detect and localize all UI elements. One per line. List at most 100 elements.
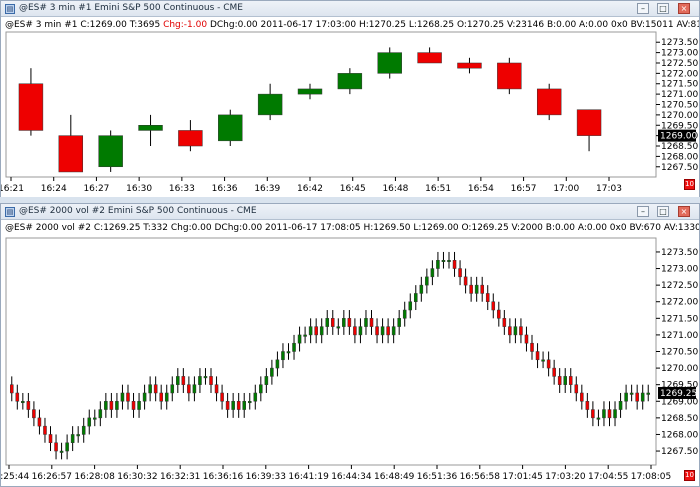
candle-up (21, 401, 25, 404)
candle-down (187, 384, 191, 394)
y-tick-label: 1267.50 (661, 447, 698, 457)
chart-app-icon: ▤ (5, 207, 15, 217)
candle-up (358, 326, 363, 336)
candle-up (231, 401, 235, 410)
candle-up (297, 334, 302, 344)
candle-up (292, 342, 296, 352)
candle-down (524, 334, 529, 344)
candle-down (15, 392, 20, 402)
x-tick-label: 16:36 (212, 184, 238, 194)
candle-up (253, 392, 258, 402)
candle-up (474, 284, 479, 294)
candle-up (419, 284, 424, 294)
window-title: @ES# 2000 vol #2 Emini S&P 500 Continuou… (19, 206, 257, 216)
candle-up (81, 425, 86, 435)
candle-up (281, 351, 285, 361)
candle-up (247, 401, 252, 404)
close-button[interactable]: × (678, 206, 690, 217)
candle-up (430, 268, 435, 278)
candle-up (286, 351, 291, 354)
candle-up (297, 88, 323, 95)
candle-down (580, 392, 584, 402)
candle-up (624, 392, 628, 402)
candle-down (153, 384, 158, 394)
last-price-marker (658, 386, 696, 399)
candle-up (270, 367, 274, 377)
candle-down (568, 376, 573, 385)
candle-down (236, 401, 241, 410)
candle-up (142, 392, 147, 402)
y-tick-label: 1267.50 (661, 163, 698, 173)
candle-down (225, 401, 230, 410)
candle-down (32, 409, 36, 419)
badge-icon[interactable]: 10 (684, 179, 695, 190)
candle-up (192, 384, 197, 394)
candle-up (303, 334, 307, 337)
candlestick-chart-3min[interactable]: @ES# 3 min #1 C:1269.00 T:3695 Chg:-1.00… (1, 17, 699, 197)
y-tick-label: 1271.00 (661, 331, 698, 341)
x-tick-label: 16:51 (425, 184, 451, 194)
y-tick-label: 1271.00 (661, 90, 698, 100)
candle-up (397, 318, 401, 327)
candle-up (257, 93, 283, 116)
candle-up (337, 73, 363, 90)
candle-up (377, 52, 402, 74)
chart-window-3min: ▤ @ES# 3 min #1 Emini S&P 500 Continuous… (0, 0, 700, 197)
maximize-button[interactable]: □ (657, 3, 669, 14)
close-button[interactable]: × (678, 3, 690, 14)
candle-down (375, 326, 379, 336)
candle-down (585, 401, 590, 410)
y-tick-label: 1268.00 (661, 430, 698, 440)
minimize-button[interactable]: – (637, 3, 649, 14)
candle-down (181, 376, 186, 385)
candle-up (436, 260, 440, 269)
x-tick-label: 16:33 (169, 184, 195, 194)
y-tick-label: 1271.50 (661, 314, 698, 324)
y-tick-label: 1270.00 (661, 111, 698, 121)
candle-up (104, 401, 108, 410)
candle-down (209, 376, 213, 385)
y-tick-label: 1269.50 (661, 381, 698, 391)
last-price-marker (658, 129, 696, 142)
candle-down (635, 392, 639, 402)
candle-up (563, 376, 567, 385)
x-tick-label: 16:30:32 (117, 472, 157, 482)
y-tick-label: 1270.00 (661, 364, 698, 374)
candle-down (480, 284, 484, 294)
badge-icon[interactable]: 10 (684, 470, 695, 481)
x-tick-label: 16:54 (468, 184, 494, 194)
y-tick-label: 1272.00 (661, 69, 698, 79)
y-tick-label: 1268.00 (661, 152, 698, 162)
candle-down (497, 309, 501, 319)
candle-down (463, 276, 468, 286)
x-tick-label: 16:57 (511, 184, 537, 194)
y-tick-label: 1268.50 (661, 142, 698, 152)
y-tick-label: 1272.50 (661, 59, 698, 69)
candle-down (37, 417, 42, 427)
candle-up (414, 293, 418, 302)
candle-up (402, 309, 407, 319)
y-tick-label: 1268.50 (661, 414, 698, 424)
y-tick-label: 1269.00 (661, 397, 698, 407)
candle-down (220, 392, 224, 402)
candle-up (176, 376, 180, 385)
candle-up (447, 260, 451, 262)
candlestick-chart-2000vol[interactable]: @ES# 2000 vol #2 C:1269.25 T:332 Chg:0.0… (1, 220, 699, 486)
x-tick-label: 16:48 (382, 184, 408, 194)
y-tick-label: 1273.50 (661, 248, 698, 258)
x-tick-label: 16:45 (340, 184, 366, 194)
candle-up (613, 409, 617, 419)
y-tick-label: 1272.00 (661, 298, 698, 308)
maximize-button[interactable]: □ (657, 206, 669, 217)
candle-down (314, 326, 318, 336)
candle-down (574, 384, 579, 394)
title-bar[interactable]: ▤ @ES# 3 min #1 Emini S&P 500 Continuous… (1, 1, 699, 17)
minimize-button[interactable]: – (637, 206, 649, 217)
candle-up (325, 318, 330, 327)
candle-down (54, 442, 58, 452)
x-tick-label: 17:08:05 (631, 472, 671, 482)
candle-up (602, 409, 606, 419)
candle-up (170, 384, 175, 394)
title-bar[interactable]: ▤ @ES# 2000 vol #2 Emini S&P 500 Continu… (1, 204, 699, 220)
candle-down (48, 434, 53, 443)
